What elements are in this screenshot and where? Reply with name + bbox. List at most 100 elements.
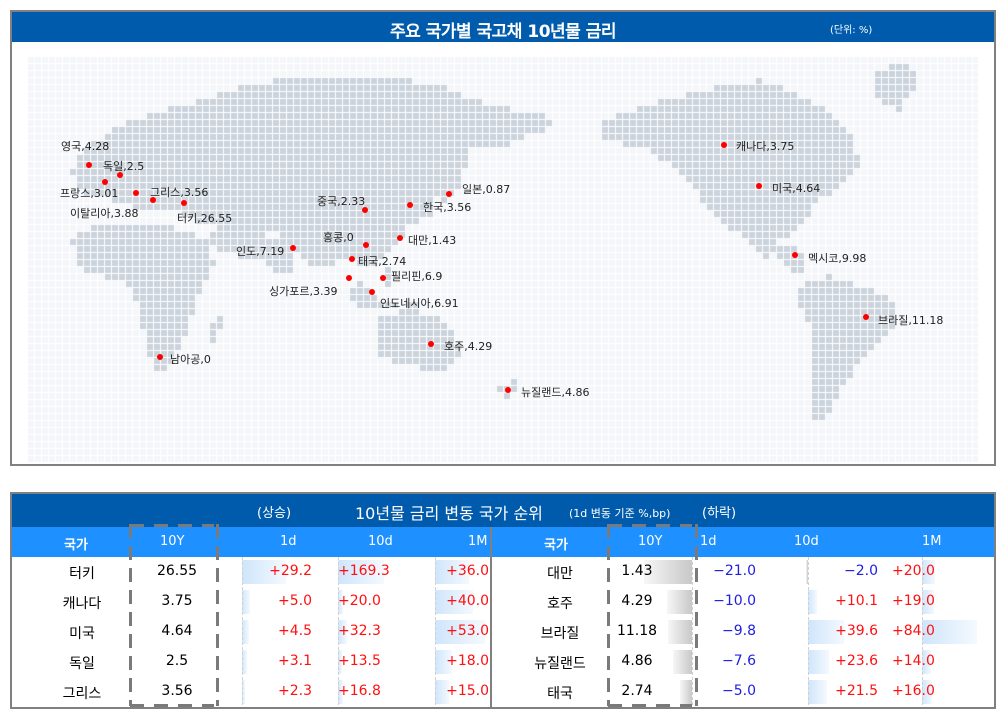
country-marker xyxy=(290,245,296,251)
rising-column-header: 국가 10Y 1d 10d 1M xyxy=(12,527,490,557)
country-marker xyxy=(363,242,369,248)
country-label: 브라질,11.18 xyxy=(878,314,944,327)
col-10d: 10d xyxy=(794,534,819,549)
table-row: 뉴질랜드 4.86 −7.6 +23.6 +14.0 xyxy=(492,647,994,677)
cell-d1: −5.0 xyxy=(722,683,756,699)
col-1m: 1M xyxy=(468,534,488,549)
country-label: 영국,4.28 xyxy=(61,140,110,153)
cell-y10: 4.86 xyxy=(621,653,653,669)
col-10y: 10Y xyxy=(638,534,663,549)
value-bar xyxy=(808,680,828,704)
cell-m1: +40.0 xyxy=(446,593,489,609)
highlight-10y-left-right xyxy=(607,524,610,706)
cell-y10: 3.75 xyxy=(161,593,193,609)
country-label: 태국,2.74 xyxy=(358,255,407,268)
country-marker xyxy=(397,235,403,241)
ranking-basis: (1d 변동 기준 %,bp) xyxy=(569,507,671,520)
value-bar xyxy=(808,620,844,644)
cell-d1: −10.0 xyxy=(713,593,756,609)
value-bar xyxy=(644,560,692,584)
cell-country: 태국 xyxy=(547,686,573,702)
table-row: 대만 1.43 −21.0 −2.0 +20.0 xyxy=(492,557,994,587)
col-10d: 10d xyxy=(368,534,393,549)
country-label: 싱가포르,3.39 xyxy=(269,285,338,298)
country-label: 중국,2.33 xyxy=(317,195,366,208)
map-title: 주요 국가별 국고채 10년물 금리 xyxy=(389,22,617,42)
cell-d1: −21.0 xyxy=(713,563,756,579)
country-label: 독일,2.5 xyxy=(103,160,145,173)
cell-country: 뉴질랜드 xyxy=(534,656,586,672)
cell-d1: +29.2 xyxy=(269,563,312,579)
country-label: 캐나다,3.75 xyxy=(736,140,795,153)
ranking-panel: (상승) 10년물 금리 변동 국가 순위 (1d 변동 기준 %,bp) (하… xyxy=(10,492,996,709)
cell-d10: +39.6 xyxy=(835,623,878,639)
country-marker xyxy=(157,354,163,360)
value-bar xyxy=(679,680,692,704)
cell-m1: +36.0 xyxy=(446,563,489,579)
value-bar xyxy=(667,590,692,614)
country-label: 필리핀,6.9 xyxy=(391,270,443,283)
country-marker xyxy=(117,172,123,178)
country-marker xyxy=(150,197,156,203)
cell-d10: +21.5 xyxy=(835,683,878,699)
cell-y10: 4.64 xyxy=(161,623,193,639)
cell-m1: +18.0 xyxy=(446,653,489,669)
cell-d10: +13.5 xyxy=(338,653,381,669)
cell-d1: +2.3 xyxy=(278,683,312,699)
value-bar xyxy=(338,560,384,584)
cell-m1: +15.0 xyxy=(446,683,489,699)
country-label: 터키,26.55 xyxy=(177,212,233,225)
rise-label: (상승) xyxy=(257,506,292,521)
country-marker xyxy=(428,341,434,347)
value-bar xyxy=(922,590,935,614)
highlight-10y-bottom-right xyxy=(608,704,692,707)
table-row: 미국 4.64 +4.5 +32.3 +53.0 xyxy=(12,617,490,647)
table-divider xyxy=(490,527,492,707)
column-guide xyxy=(338,557,339,707)
country-label: 일본,0.87 xyxy=(462,183,511,196)
cell-y10: 26.55 xyxy=(156,563,198,579)
table-row: 터키 26.55 +29.2 +169.3 +36.0 xyxy=(12,557,490,587)
value-bar xyxy=(242,650,247,674)
value-bar xyxy=(435,620,485,644)
country-label: 홍콩,0 xyxy=(323,231,354,244)
cell-y10: 3.56 xyxy=(161,683,193,699)
country-marker xyxy=(505,387,511,393)
country-label: 프랑스,3.01 xyxy=(60,187,119,200)
ranking-header: (상승) 10년물 금리 변동 국가 순위 (1d 변동 기준 %,bp) (하… xyxy=(12,494,994,527)
cell-m1: +16.0 xyxy=(892,683,935,699)
value-bar xyxy=(338,680,343,704)
country-marker xyxy=(349,256,355,262)
value-bar xyxy=(242,560,286,584)
cell-country: 브라질 xyxy=(540,626,580,642)
cell-d10: +20.0 xyxy=(338,593,381,609)
cell-m1: +20.0 xyxy=(892,563,935,579)
rising-table: 터키 26.55 +29.2 +169.3 +36.0 캐나다 3.75 +5.0 +20.0 +… xyxy=(12,557,490,707)
value-bar xyxy=(338,650,342,674)
country-label: 미국,4.64 xyxy=(772,182,821,195)
country-marker xyxy=(181,200,187,206)
cell-d10: +23.6 xyxy=(835,653,878,669)
cell-d1: +5.0 xyxy=(278,593,312,609)
highlight-10y-right-right xyxy=(695,524,698,706)
cell-country: 독일 xyxy=(69,656,95,672)
col-10y: 10Y xyxy=(160,534,185,549)
cell-d10: −2.0 xyxy=(844,563,878,579)
ranking-title: 10년물 금리 변동 국가 순위 xyxy=(355,504,543,523)
cell-m1: +53.0 xyxy=(446,623,489,639)
cell-country: 캐나다 xyxy=(62,596,102,612)
country-marker xyxy=(346,275,352,281)
country-marker xyxy=(863,314,869,320)
country-marker xyxy=(133,190,139,196)
cell-d1: −9.8 xyxy=(722,623,756,639)
country-label: 멕시코,9.98 xyxy=(808,252,867,265)
country-label: 이탈리아,3.88 xyxy=(70,207,139,220)
world-pixel-map xyxy=(28,57,978,462)
falling-table: 대만 1.43 −21.0 −2.0 +20.0 호주 4.29 −10.0 +10.1 +19.… xyxy=(492,557,994,707)
value-bar xyxy=(922,560,935,584)
value-bar xyxy=(242,590,250,614)
column-guide xyxy=(242,557,243,707)
column-guide xyxy=(922,557,923,707)
cell-m1: +14.0 xyxy=(892,653,935,669)
col-country: 국가 xyxy=(544,538,568,553)
